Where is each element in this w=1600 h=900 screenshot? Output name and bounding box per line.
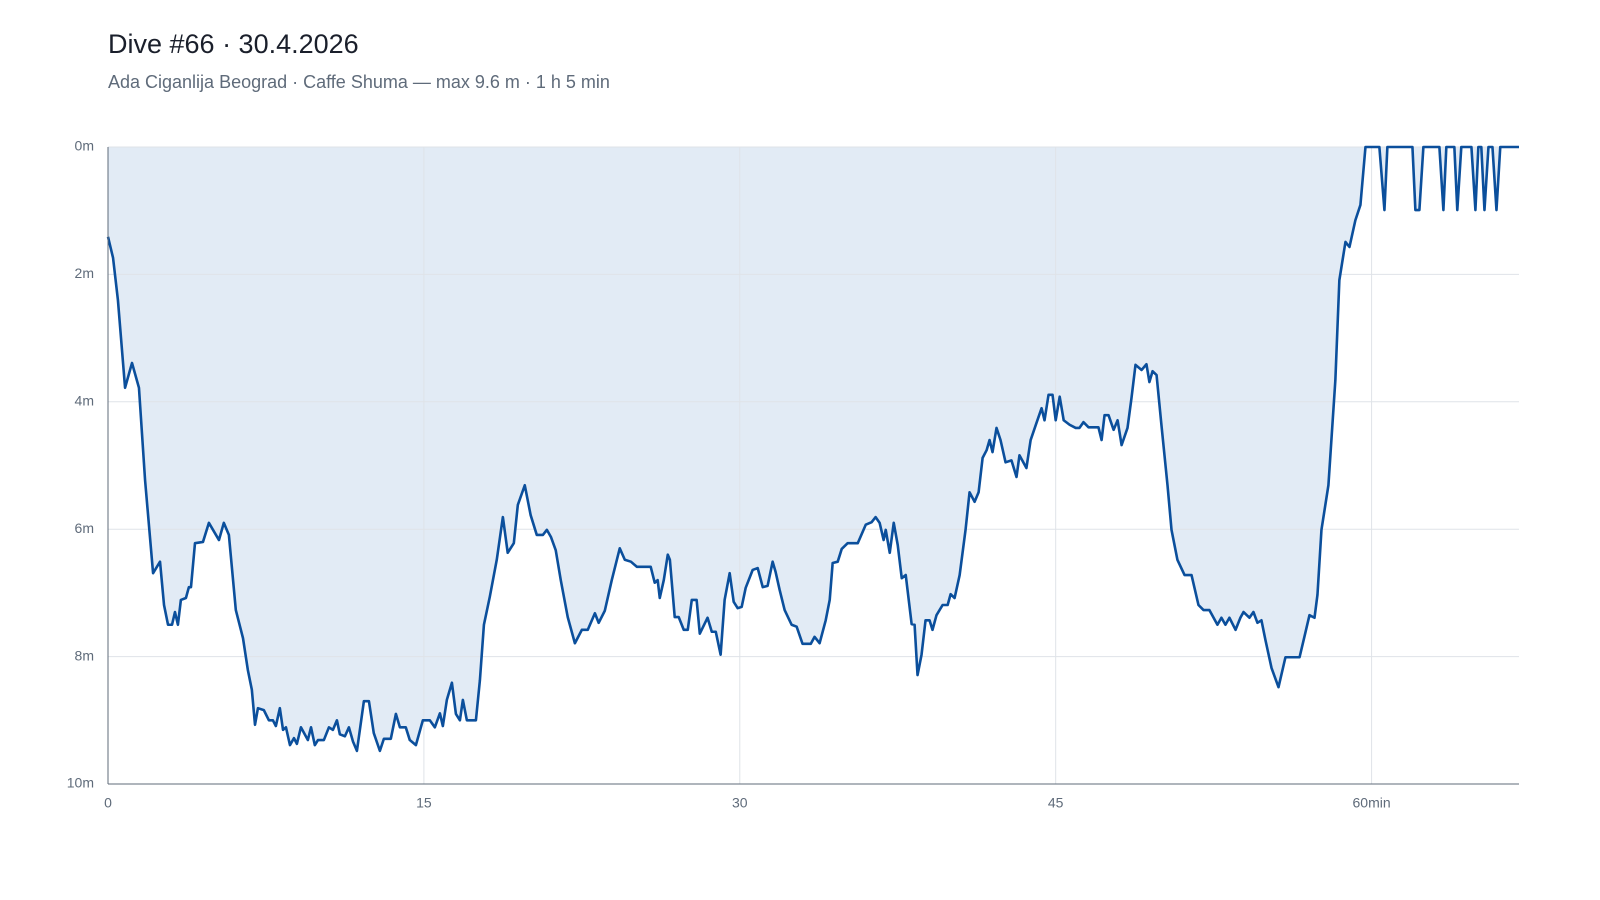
y-tick-label: 6m [75, 520, 94, 536]
chart-title: Dive #66 · 30.4.2026 [108, 29, 359, 59]
y-tick-label: 10m [67, 775, 94, 791]
x-tick-label: 15 [416, 795, 432, 811]
y-tick-label: 8m [75, 647, 94, 663]
y-tick-label: 4m [75, 393, 94, 409]
y-tick-label: 2m [75, 265, 94, 281]
depth-line [106, 145, 1519, 753]
x-tick-label: 60min [1353, 795, 1391, 811]
x-tick-label: 30 [732, 795, 748, 811]
x-tick-label: 0 [104, 795, 112, 811]
chart-subtitle: Ada Ciganlija Beograd · Caffe Shuma — ma… [108, 72, 610, 92]
depth-area [108, 147, 1519, 751]
x-tick-label: 45 [1048, 795, 1064, 811]
y-tick-label: 0m [75, 138, 94, 154]
